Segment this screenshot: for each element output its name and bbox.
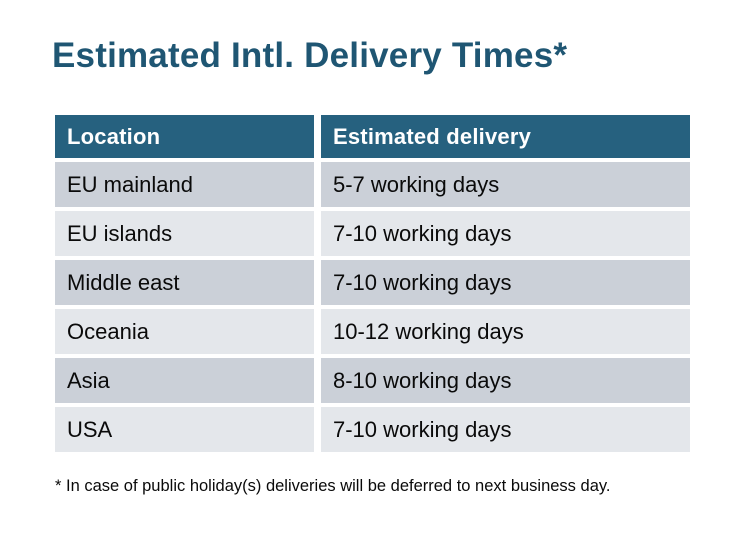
column-header-estimated-delivery: Estimated delivery (321, 115, 690, 158)
delivery-cell: 8-10 working days (321, 358, 690, 403)
delivery-cell: 7-10 working days (321, 407, 690, 452)
delivery-cell: 5-7 working days (321, 162, 690, 207)
column-header-location: Location (55, 115, 314, 158)
location-cell: Asia (55, 358, 314, 403)
delivery-cell: 7-10 working days (321, 260, 690, 305)
delivery-table: Location Estimated delivery EU mainland … (55, 115, 690, 452)
page-title: Estimated Intl. Delivery Times* (52, 36, 568, 75)
delivery-cell: 7-10 working days (321, 211, 690, 256)
footnote: * In case of public holiday(s) deliverie… (55, 477, 611, 495)
delivery-cell: 10-12 working days (321, 309, 690, 354)
location-cell: EU islands (55, 211, 314, 256)
location-cell: Middle east (55, 260, 314, 305)
location-cell: USA (55, 407, 314, 452)
location-cell: Oceania (55, 309, 314, 354)
location-cell: EU mainland (55, 162, 314, 207)
